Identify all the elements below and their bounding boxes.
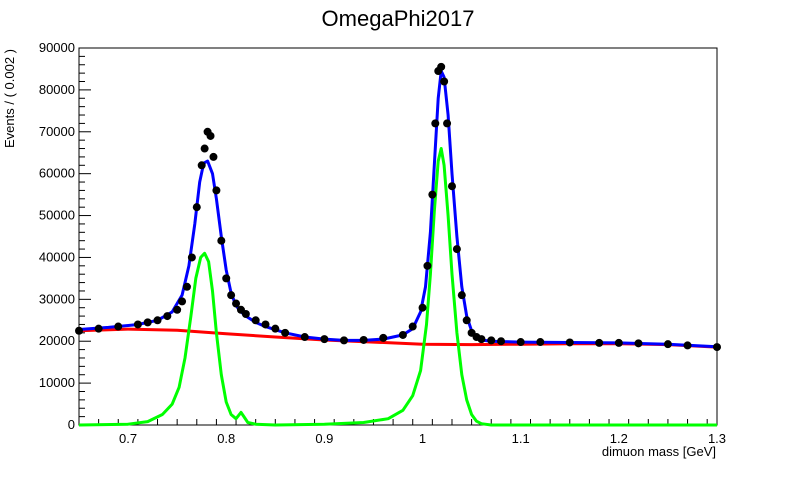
data-point xyxy=(398,330,407,339)
chart-title: OmegaPhi2017 xyxy=(322,6,475,31)
y-tick-label: 90000 xyxy=(39,40,75,55)
data-point xyxy=(222,274,231,283)
data-point xyxy=(178,297,187,306)
data-point xyxy=(232,299,241,308)
x-tick-label: 0.9 xyxy=(315,431,333,446)
data-point xyxy=(452,245,461,254)
data-point xyxy=(423,261,432,270)
x-tick-label: 0.7 xyxy=(119,431,137,446)
y-tick-label: 20000 xyxy=(39,333,75,348)
y-tick-label: 30000 xyxy=(39,291,75,306)
data-point xyxy=(359,335,368,344)
y-axis-title: Events / ( 0.002 ) xyxy=(2,49,17,148)
data-point xyxy=(462,316,471,325)
series-signal-line xyxy=(78,147,717,427)
data-point xyxy=(447,182,456,191)
data-point xyxy=(114,322,123,331)
data-point xyxy=(227,291,236,300)
data-point xyxy=(340,336,349,345)
data-point xyxy=(217,236,226,245)
series-layer xyxy=(75,62,721,427)
data-point xyxy=(261,320,270,329)
data-point xyxy=(182,282,191,291)
data-point xyxy=(192,203,201,212)
data-point xyxy=(440,77,449,86)
data-point xyxy=(431,119,440,128)
data-point xyxy=(487,336,496,345)
data-point xyxy=(281,328,290,337)
y-tick-label: 0 xyxy=(68,417,75,432)
x-tick-label: 1.3 xyxy=(708,431,726,446)
data-point xyxy=(634,339,643,348)
data-point xyxy=(443,119,452,128)
y-tick-label: 10000 xyxy=(39,375,75,390)
data-point xyxy=(197,161,206,170)
data-point xyxy=(241,309,250,318)
x-tick-label: 1.1 xyxy=(512,431,530,446)
x-tick-label: 1.2 xyxy=(610,431,628,446)
y-tick-label: 60000 xyxy=(39,166,75,181)
data-point xyxy=(206,131,215,140)
data-point xyxy=(173,305,182,314)
data-point xyxy=(251,316,260,325)
y-tick-label: 40000 xyxy=(39,249,75,264)
data-point xyxy=(300,333,309,342)
y-tick-label: 80000 xyxy=(39,82,75,97)
data-point xyxy=(408,322,417,331)
data-point xyxy=(457,291,466,300)
data-point xyxy=(133,320,142,329)
data-point xyxy=(713,343,721,352)
data-point xyxy=(379,333,388,342)
data-point xyxy=(209,152,218,161)
data-point xyxy=(497,337,506,346)
data-point xyxy=(320,335,329,344)
data-point xyxy=(163,312,172,321)
data-point xyxy=(187,253,196,262)
x-tick-label: 1 xyxy=(419,431,426,446)
data-point xyxy=(614,338,623,347)
data-point xyxy=(595,338,604,347)
data-point xyxy=(143,318,152,327)
data-point xyxy=(428,190,437,199)
data-point xyxy=(663,340,672,349)
data-point xyxy=(94,324,103,333)
data-point xyxy=(536,338,545,347)
data-point xyxy=(75,326,83,335)
data-point xyxy=(516,338,525,347)
data-point xyxy=(418,303,427,312)
data-point xyxy=(683,341,692,350)
y-tick-label: 70000 xyxy=(39,124,75,139)
y-axis: 0 10000 20000 30000 40000 50000 60000 70000 8000… xyxy=(39,40,91,432)
data-point xyxy=(437,62,446,71)
data-point xyxy=(153,316,162,325)
x-tick-label: 0.8 xyxy=(217,431,235,446)
y-tick-label: 50000 xyxy=(39,208,75,223)
data-point xyxy=(565,338,574,347)
x-axis-title: dimuon mass [GeV] xyxy=(602,444,716,459)
data-point xyxy=(477,335,486,344)
series-data-points xyxy=(75,62,721,352)
plot-frame xyxy=(78,47,718,426)
data-point xyxy=(212,186,221,195)
data-point xyxy=(271,324,280,333)
data-point xyxy=(200,144,209,153)
